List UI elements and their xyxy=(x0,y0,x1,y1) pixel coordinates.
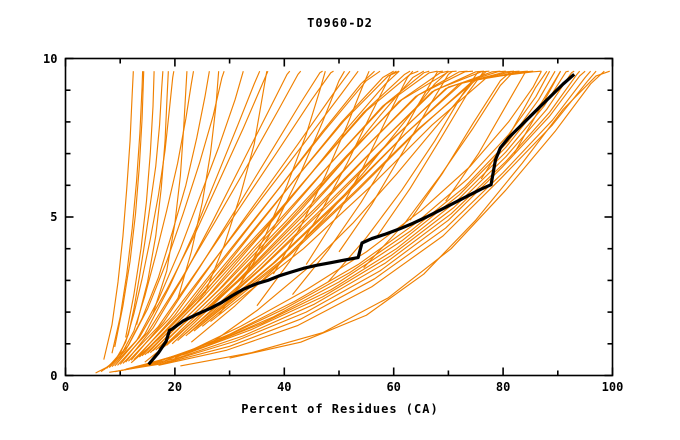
model-curve xyxy=(229,70,610,359)
model-curve xyxy=(114,71,145,348)
model-curve xyxy=(133,70,381,361)
x-tick-label: 0 xyxy=(61,380,70,394)
model-curve xyxy=(152,70,556,364)
model-curve xyxy=(109,70,592,373)
y-tick-label: 0 xyxy=(50,368,58,383)
page-title: T0960-D2 xyxy=(307,16,373,30)
model-curve xyxy=(207,70,488,346)
model-curve xyxy=(210,70,542,323)
model-curve xyxy=(204,71,268,294)
model-curve xyxy=(256,70,397,307)
model-curve xyxy=(180,70,605,367)
model-curve xyxy=(125,70,291,363)
model-curve xyxy=(114,70,586,373)
model-curve xyxy=(100,71,175,373)
model-curve xyxy=(136,71,169,325)
model-curve xyxy=(338,70,454,253)
x-tick-label: 100 xyxy=(601,380,624,394)
x-tick-label: 60 xyxy=(386,380,401,394)
y-tick-label: 5 xyxy=(50,210,58,224)
model-curve xyxy=(125,70,575,370)
model-curve xyxy=(111,70,269,368)
model-curve xyxy=(122,70,334,364)
model-curve xyxy=(190,70,449,343)
data-curves xyxy=(95,70,610,374)
model-curve xyxy=(292,70,443,296)
model-curve xyxy=(177,71,220,300)
model-curve xyxy=(240,71,326,284)
x-axis-label: Percent of Residues (CA) xyxy=(241,402,439,416)
model-curve xyxy=(125,71,155,338)
reference-curve xyxy=(147,73,576,366)
model-curve xyxy=(218,70,345,316)
model-curve xyxy=(138,70,400,358)
model-curve xyxy=(103,71,195,371)
x-tick-label: 80 xyxy=(495,380,511,394)
model-curve xyxy=(130,70,400,364)
model-curve xyxy=(133,70,569,369)
model-curve xyxy=(445,70,528,202)
model-curve xyxy=(114,71,244,367)
x-tick-label: 20 xyxy=(167,380,183,394)
model-curve xyxy=(305,70,414,265)
model-curve xyxy=(201,70,528,327)
model-curve xyxy=(179,70,506,339)
model-curve xyxy=(376,70,485,237)
model-curve xyxy=(127,70,359,362)
y-tick-label: 10 xyxy=(43,51,58,66)
model-curve xyxy=(103,71,134,360)
model-curve xyxy=(119,70,261,365)
model-curve xyxy=(120,70,581,372)
model-curve xyxy=(174,70,542,359)
model-curve xyxy=(152,71,188,314)
model-curve xyxy=(163,70,551,362)
model-curve xyxy=(144,70,425,363)
model-curve xyxy=(117,70,302,366)
model-curve xyxy=(480,70,548,180)
axes-frame xyxy=(64,57,614,377)
model-curve xyxy=(130,70,323,361)
model-curve xyxy=(111,71,144,354)
model-curve xyxy=(106,70,225,369)
x-tick-label: 40 xyxy=(277,380,292,394)
model-curve xyxy=(409,70,512,221)
model-curve xyxy=(272,70,370,275)
model-curve xyxy=(166,70,474,346)
